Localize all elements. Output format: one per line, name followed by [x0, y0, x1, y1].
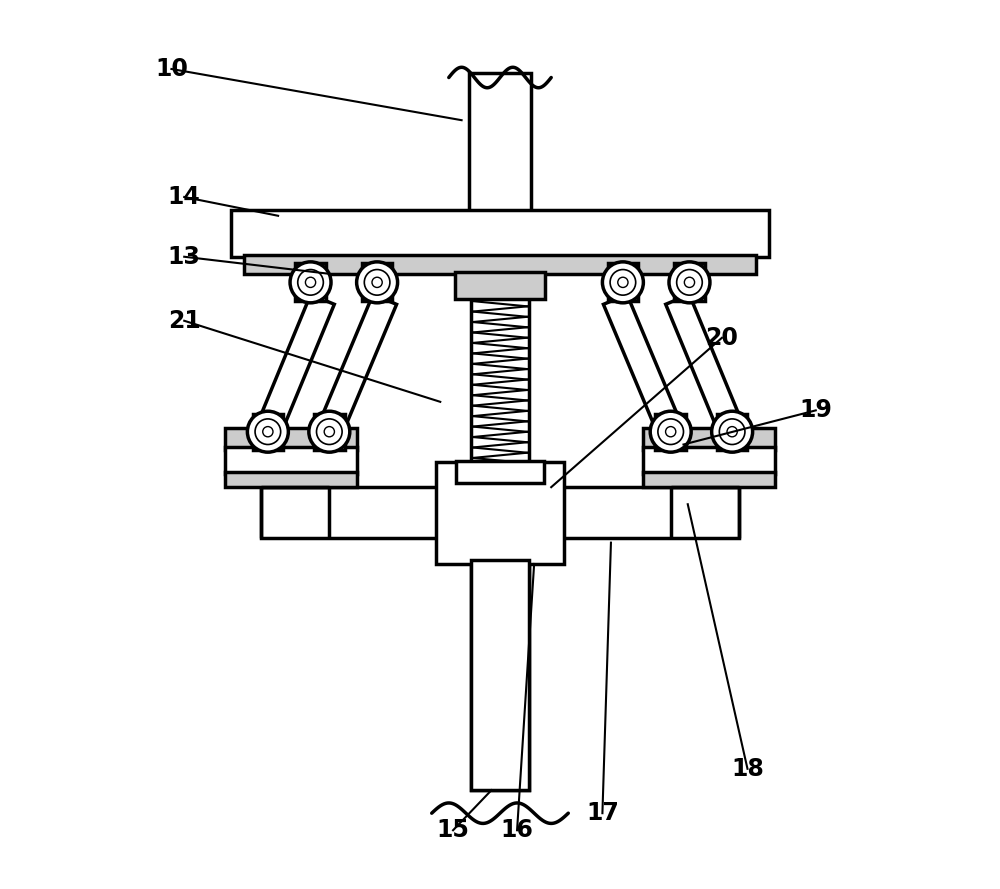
- Bar: [674, 263, 705, 301]
- Bar: [471, 269, 529, 790]
- Circle shape: [324, 427, 334, 436]
- Text: 13: 13: [168, 244, 201, 268]
- Text: 17: 17: [586, 801, 619, 825]
- Bar: [608, 263, 638, 301]
- Text: 20: 20: [705, 326, 738, 349]
- Bar: [261, 487, 739, 539]
- Circle shape: [290, 262, 331, 303]
- Polygon shape: [603, 294, 682, 436]
- Circle shape: [602, 262, 643, 303]
- Bar: [455, 272, 545, 300]
- Bar: [244, 255, 756, 274]
- Circle shape: [669, 262, 710, 303]
- Bar: [655, 413, 686, 450]
- Text: 21: 21: [168, 308, 201, 332]
- Circle shape: [658, 419, 683, 444]
- Bar: [469, 73, 531, 214]
- Circle shape: [255, 419, 281, 444]
- Bar: [436, 461, 564, 564]
- Polygon shape: [318, 294, 397, 436]
- Bar: [231, 210, 769, 257]
- Circle shape: [666, 427, 676, 436]
- Text: 16: 16: [501, 818, 534, 842]
- Bar: [643, 472, 775, 487]
- Bar: [471, 560, 529, 790]
- Bar: [253, 413, 283, 450]
- Bar: [362, 263, 392, 301]
- Circle shape: [309, 412, 350, 453]
- Circle shape: [357, 262, 398, 303]
- Circle shape: [372, 277, 382, 287]
- Polygon shape: [256, 294, 334, 436]
- Circle shape: [298, 269, 323, 295]
- Bar: [456, 461, 544, 483]
- Bar: [643, 428, 775, 450]
- Bar: [643, 447, 775, 475]
- Text: 18: 18: [731, 757, 764, 781]
- Circle shape: [618, 277, 628, 287]
- Circle shape: [727, 427, 737, 436]
- Bar: [295, 263, 326, 301]
- Circle shape: [317, 419, 342, 444]
- Bar: [225, 447, 357, 475]
- Bar: [225, 428, 357, 450]
- Circle shape: [712, 412, 753, 453]
- Bar: [717, 413, 747, 450]
- Text: 10: 10: [155, 57, 188, 81]
- Circle shape: [263, 427, 273, 436]
- Circle shape: [364, 269, 390, 295]
- Circle shape: [305, 277, 316, 287]
- Text: 14: 14: [168, 185, 201, 209]
- Circle shape: [610, 269, 636, 295]
- Bar: [225, 472, 357, 487]
- Circle shape: [677, 269, 702, 295]
- Circle shape: [719, 419, 745, 444]
- Text: 15: 15: [437, 818, 469, 842]
- Circle shape: [247, 412, 288, 453]
- Text: 19: 19: [799, 398, 832, 422]
- Circle shape: [650, 412, 691, 453]
- Circle shape: [684, 277, 695, 287]
- Polygon shape: [666, 294, 744, 436]
- Bar: [314, 413, 345, 450]
